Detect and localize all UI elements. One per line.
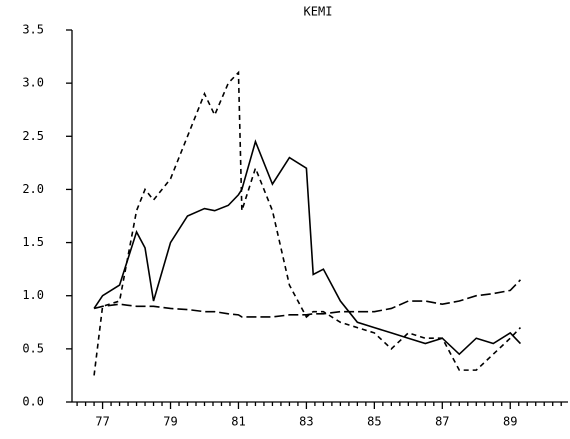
x-tick-label: 89 <box>503 415 517 429</box>
x-tick-label: 79 <box>163 415 177 429</box>
line-series <box>93 70 522 376</box>
x-tick-label: 83 <box>299 415 313 429</box>
x-tick-label: 77 <box>95 415 109 429</box>
y-tick-label: 2.5 <box>22 129 44 143</box>
y-tick-label: 3.5 <box>22 23 44 37</box>
x-tick-label: 87 <box>435 415 449 429</box>
y-tick-label: 1.5 <box>22 235 44 249</box>
y-tick-label: 1.0 <box>22 288 44 302</box>
line-series <box>93 139 522 356</box>
y-tick-label: 3.0 <box>22 76 44 90</box>
x-tick-label: 85 <box>367 415 381 429</box>
y-tick-label: 0.0 <box>22 395 44 409</box>
y-tick-label: 0.5 <box>22 341 44 355</box>
y-tick-label: 2.0 <box>22 182 44 196</box>
x-tick-label: 81 <box>231 415 245 429</box>
line-series <box>93 279 522 318</box>
chart-title: KEMI <box>304 5 333 19</box>
